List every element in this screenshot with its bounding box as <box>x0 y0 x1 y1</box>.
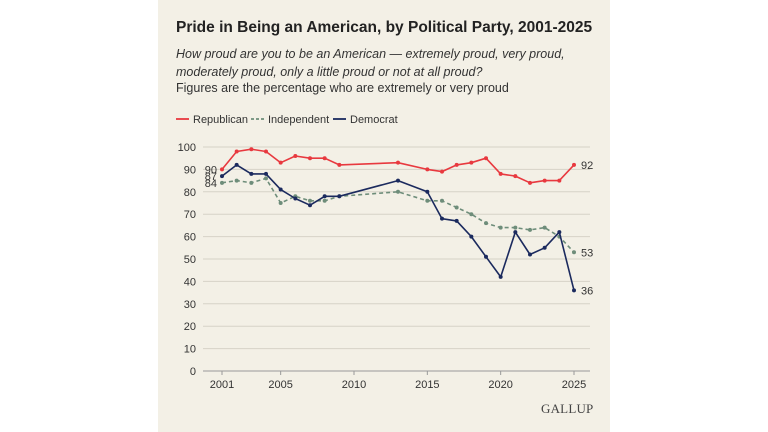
democrat-point <box>572 288 576 293</box>
independent-point <box>484 221 488 226</box>
republican-point <box>264 149 268 154</box>
independent-point <box>542 225 547 230</box>
y-tick-label: 50 <box>184 254 196 266</box>
chart-note: Figures are the percentage who are extre… <box>176 81 509 95</box>
independent-point <box>469 212 474 217</box>
independent-point <box>322 198 327 203</box>
democrat-end-label: 36 <box>581 285 593 297</box>
democrat-point <box>396 178 400 183</box>
republican-point <box>440 169 444 174</box>
democrat-point <box>293 196 298 201</box>
democrat-point <box>234 162 239 167</box>
independent-point <box>498 225 503 230</box>
democrat-point <box>542 245 547 250</box>
legend: Republican Independent Democrat <box>176 114 398 126</box>
democrat-point <box>498 274 503 279</box>
democrat-point <box>440 216 444 221</box>
independent-point <box>454 205 459 210</box>
grid-layer <box>203 146 590 372</box>
independent-end-label: 53 <box>581 247 593 259</box>
republican-point <box>454 162 459 167</box>
republican-point <box>322 156 327 161</box>
democrat-start-label: 87 <box>205 171 217 183</box>
republican-point <box>396 160 400 165</box>
republican-point <box>557 178 562 183</box>
democrat-point <box>308 203 312 208</box>
independent-point <box>425 198 430 203</box>
independent-point <box>572 250 576 255</box>
y-tick-label: 100 <box>178 142 196 154</box>
legend-independent-label: Independent <box>268 114 329 126</box>
republican-line <box>221 148 575 184</box>
independent-point <box>396 189 400 194</box>
series-layer: 90 92 84 53 87 36 <box>205 147 593 297</box>
democrat-point <box>425 189 430 194</box>
y-tick-label: 40 <box>184 276 196 288</box>
x-tick-label: 2010 <box>342 379 366 391</box>
democrat-point <box>264 171 268 176</box>
democrat-point <box>278 187 283 192</box>
democrat-point <box>513 230 518 235</box>
republican-point <box>278 160 283 165</box>
y-tick-label: 70 <box>184 209 196 221</box>
chart-card <box>158 0 610 432</box>
republican-point <box>293 153 298 158</box>
legend-republican-label: Republican <box>193 114 248 126</box>
republican-point <box>234 149 239 154</box>
independent-start-label: 84 <box>205 178 217 190</box>
chart-title: Pride in Being an American, by Political… <box>176 19 593 36</box>
democrat-point <box>528 252 532 257</box>
republican-point <box>425 167 430 172</box>
y-tick-label: 30 <box>184 299 196 311</box>
democrat-point <box>557 230 562 235</box>
independent-point <box>440 198 444 203</box>
y-tick-label: 10 <box>184 344 196 356</box>
democrat-point <box>469 234 474 239</box>
republican-point <box>249 147 254 152</box>
chart-subtitle: How proud are you to be an American — ex… <box>176 47 565 79</box>
gallup-logo: GALLUP <box>541 401 594 416</box>
x-tick-label: 2001 <box>210 379 234 391</box>
y-tick-label: 90 <box>184 164 196 176</box>
republican-end-label: 92 <box>581 160 593 172</box>
y-tick-label: 0 <box>190 366 196 378</box>
x-tick-label: 2015 <box>415 379 439 391</box>
independent-point <box>513 225 518 230</box>
democrat-point <box>484 254 488 259</box>
republican-point <box>513 174 518 179</box>
republican-point <box>542 178 547 183</box>
democrat-point <box>249 171 254 176</box>
y-tick-label: 80 <box>184 187 196 199</box>
legend-democrat-label: Democrat <box>350 114 398 126</box>
democrat-point <box>454 218 459 223</box>
republican-point <box>469 160 474 165</box>
x-tick-label: 2025 <box>562 379 586 391</box>
independent-point <box>278 201 283 205</box>
republican-point <box>308 156 312 161</box>
independent-point <box>249 180 254 185</box>
republican-point <box>572 162 576 167</box>
x-tick-label: 2005 <box>268 379 292 391</box>
axis-layer: 0 10 20 30 40 50 60 70 80 90 100 2001 2005 2010 2015 20… <box>178 142 590 391</box>
independent-point <box>308 198 312 203</box>
republican-start-label: 90 <box>205 164 217 176</box>
democrat-point <box>322 194 327 199</box>
republican-point <box>484 156 488 161</box>
republican-point <box>220 167 224 172</box>
democrat-line <box>221 164 575 291</box>
republican-point <box>498 171 503 176</box>
democrat-point <box>220 174 224 179</box>
independent-point <box>528 227 532 232</box>
independent-point <box>220 180 224 185</box>
democrat-point <box>337 194 342 199</box>
x-tick-label: 2020 <box>488 379 512 391</box>
independent-point <box>264 176 268 181</box>
y-tick-label: 60 <box>184 232 196 244</box>
republican-point <box>337 162 342 167</box>
republican-point <box>528 180 532 185</box>
independent-point <box>234 178 239 183</box>
y-tick-label: 20 <box>184 321 196 333</box>
